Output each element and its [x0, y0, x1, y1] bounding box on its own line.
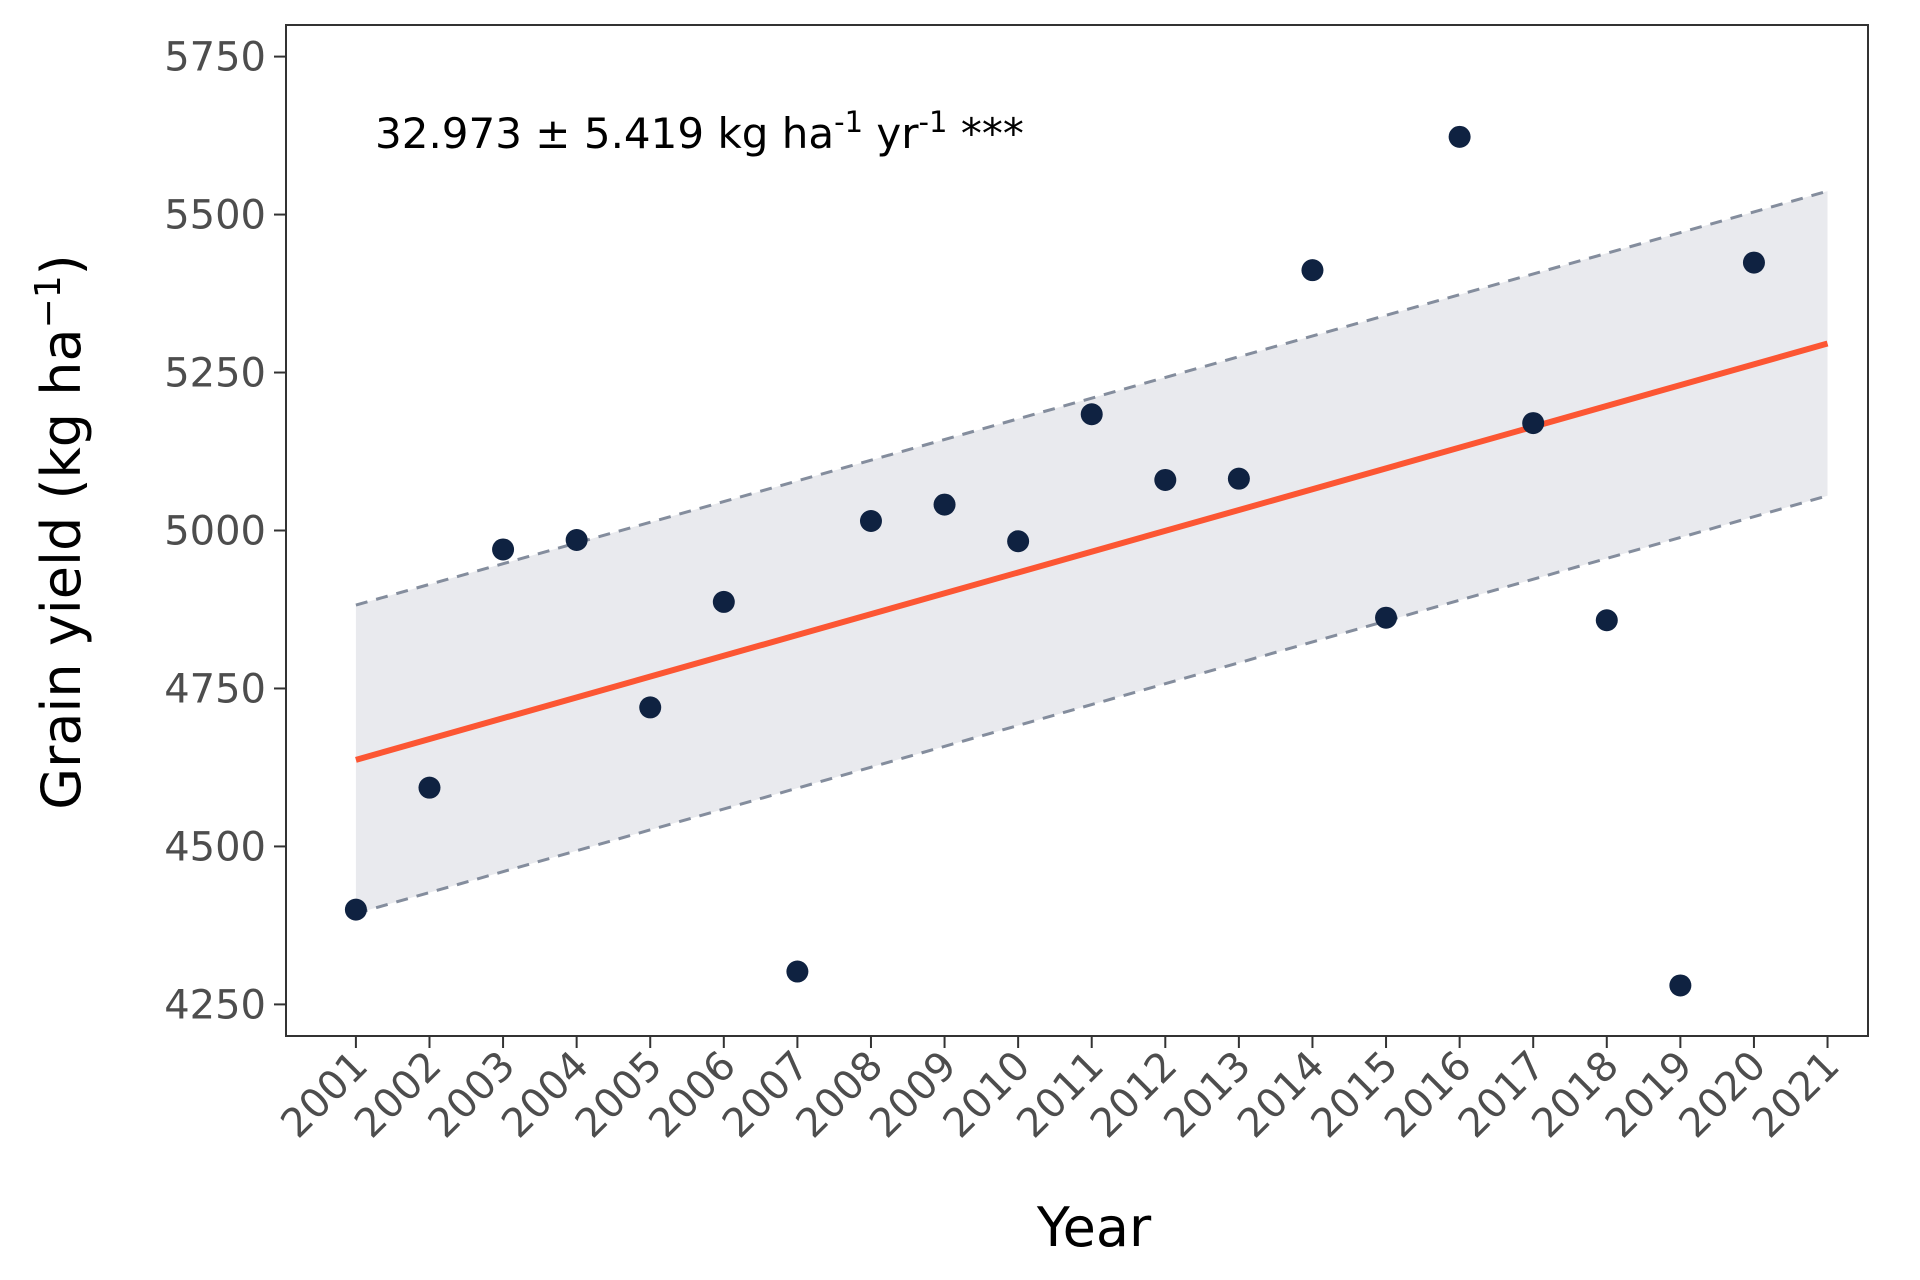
y-tick-label-5000: 5000 [164, 509, 266, 555]
confidence-band-lower [355, 494, 1828, 915]
data-point-2011 [1080, 403, 1103, 426]
y-tick-label-4750: 4750 [164, 666, 266, 712]
y-axis-title: Grain yield (kg ha−1) [28, 254, 93, 809]
y-axis: 4250 4500 4750 5000 5250 5500 5750 [164, 35, 286, 1028]
annotation-text: 32.973 ± 5.419 kg ha-1 yr-1 *** [375, 105, 1024, 158]
data-point-2008 [859, 510, 882, 533]
y-tick-label-5750: 5750 [164, 35, 266, 81]
data-point-2017 [1522, 412, 1545, 435]
confidence-band-upper [355, 189, 1828, 607]
data-point-2013 [1227, 467, 1250, 490]
annotation-unit-yr: yr [863, 109, 919, 158]
annotation-sup-1: -1 [834, 105, 863, 139]
data-point-2012 [1154, 468, 1177, 491]
y-tick-label-5500: 5500 [164, 193, 266, 239]
annotation-sup-2: -1 [919, 105, 948, 139]
data-point-2020 [1742, 251, 1765, 274]
data-point-2003 [492, 538, 515, 561]
data-points-layer [344, 125, 1765, 997]
y-tick-label-4500: 4500 [164, 824, 266, 870]
data-point-2006 [712, 590, 735, 613]
data-point-2010 [1007, 530, 1030, 553]
y-tick-label-4250: 4250 [164, 982, 266, 1028]
annotation-significance: *** [947, 109, 1023, 158]
data-point-2016 [1448, 125, 1471, 148]
y-axis-title-main: Grain yield (kg ha [30, 328, 93, 809]
trend-line-layer [355, 340, 1829, 763]
data-point-2018 [1595, 609, 1618, 632]
data-point-2002 [418, 776, 441, 799]
y-axis-title-sup: −1 [28, 275, 69, 328]
data-point-2009 [933, 493, 956, 516]
data-point-2015 [1375, 606, 1398, 629]
data-point-2004 [565, 528, 588, 551]
data-point-2019 [1669, 974, 1692, 997]
data-point-2014 [1301, 259, 1324, 282]
data-point-2005 [639, 696, 662, 719]
data-point-2001 [344, 898, 367, 921]
annotation-slope: 32.973 ± 5.419 kg ha [375, 109, 834, 158]
x-axis-title: Year [1036, 1196, 1152, 1259]
y-tick-label-5250: 5250 [164, 351, 266, 397]
y-axis-title-close: ) [30, 254, 93, 275]
data-point-2007 [786, 960, 809, 983]
trend-line [355, 340, 1829, 763]
